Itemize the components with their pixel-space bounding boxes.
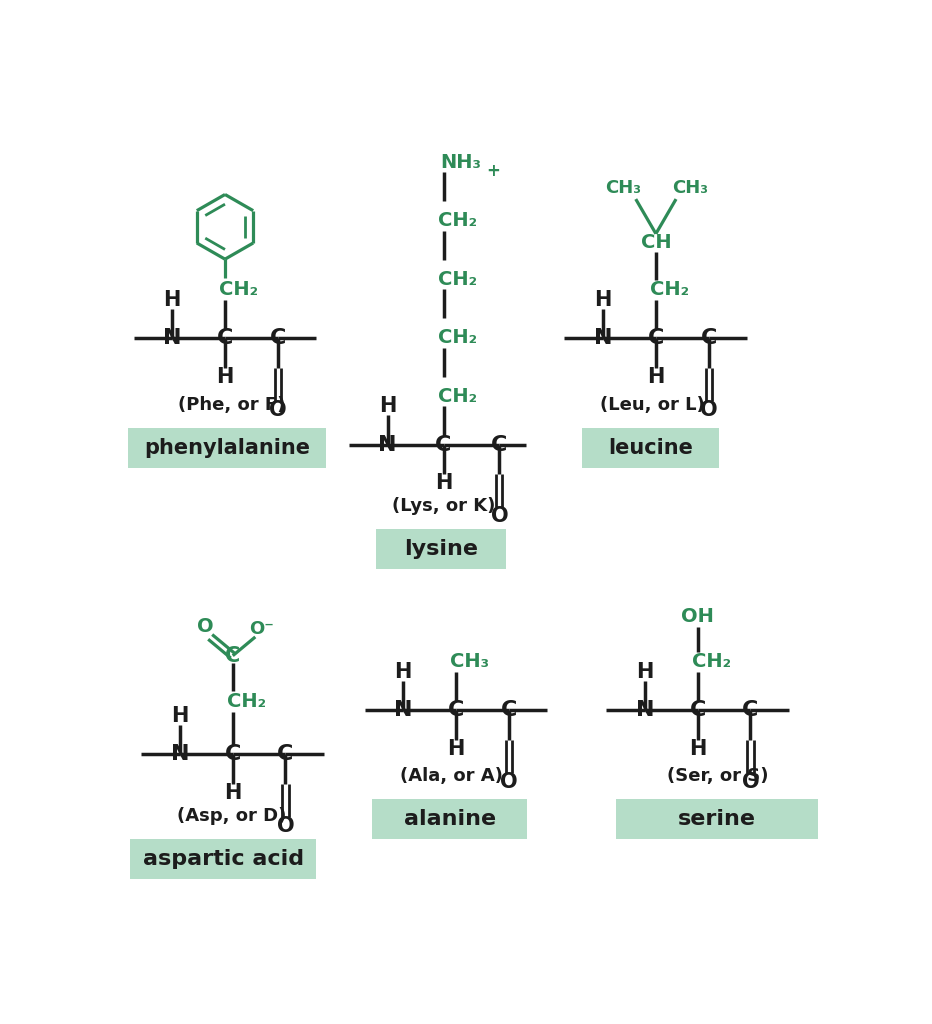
Text: CH₂: CH₂ <box>438 329 477 347</box>
Text: H: H <box>171 706 189 726</box>
Text: N: N <box>378 435 397 455</box>
Text: phenylalanine: phenylalanine <box>144 438 310 458</box>
Text: N: N <box>636 700 654 721</box>
Text: H: H <box>224 782 241 803</box>
Text: CH₂: CH₂ <box>651 281 690 299</box>
Text: C: C <box>500 700 517 721</box>
Text: (Ser, or S): (Ser, or S) <box>667 767 769 784</box>
Text: (Ala, or A): (Ala, or A) <box>400 767 502 784</box>
Text: lysine: lysine <box>404 540 478 559</box>
Text: OH: OH <box>681 607 714 626</box>
Text: serine: serine <box>678 809 756 829</box>
Text: (Lys, or K): (Lys, or K) <box>391 498 495 515</box>
Text: (Phe, or F): (Phe, or F) <box>177 395 285 414</box>
Text: H: H <box>379 396 396 416</box>
Text: CH₃: CH₃ <box>672 179 708 198</box>
Text: C: C <box>701 329 717 348</box>
Text: O⁻: O⁻ <box>249 621 274 638</box>
Text: H: H <box>216 367 234 387</box>
Text: (Asp, or D): (Asp, or D) <box>176 807 286 825</box>
Text: H: H <box>394 662 412 682</box>
Text: H: H <box>647 367 665 387</box>
FancyBboxPatch shape <box>582 428 720 468</box>
Text: H: H <box>637 662 653 682</box>
Text: C: C <box>648 329 665 348</box>
Text: N: N <box>394 700 413 721</box>
FancyBboxPatch shape <box>616 799 818 839</box>
Text: N: N <box>594 329 612 348</box>
Text: CH₂: CH₂ <box>227 692 267 712</box>
Text: N: N <box>163 329 182 348</box>
Text: H: H <box>435 473 452 494</box>
Text: O: O <box>700 400 718 420</box>
Text: CH: CH <box>640 233 671 253</box>
Text: H: H <box>447 739 465 759</box>
Text: H: H <box>595 290 612 310</box>
FancyBboxPatch shape <box>130 839 317 879</box>
Text: CH₂: CH₂ <box>438 269 477 289</box>
Text: CH₃: CH₃ <box>606 179 641 198</box>
FancyBboxPatch shape <box>372 799 528 839</box>
Text: C: C <box>269 329 286 348</box>
Text: C: C <box>447 700 464 721</box>
Text: O: O <box>490 506 508 526</box>
Text: NH₃: NH₃ <box>440 153 481 172</box>
Text: C: C <box>225 744 241 764</box>
Text: leucine: leucine <box>608 438 692 458</box>
Text: O: O <box>500 772 517 792</box>
Text: (Leu, or L): (Leu, or L) <box>600 395 706 414</box>
Text: O: O <box>277 816 295 836</box>
Text: N: N <box>171 744 189 764</box>
Text: C: C <box>217 329 233 348</box>
FancyBboxPatch shape <box>128 428 326 468</box>
Text: CH₂: CH₂ <box>219 281 258 299</box>
Text: O: O <box>269 400 286 420</box>
Text: aspartic acid: aspartic acid <box>143 849 304 869</box>
FancyBboxPatch shape <box>377 529 506 569</box>
Text: alanine: alanine <box>404 809 496 829</box>
Text: CH₂: CH₂ <box>692 652 732 672</box>
Text: C: C <box>435 435 452 455</box>
Text: CH₂: CH₂ <box>438 211 477 230</box>
Text: C: C <box>226 646 240 666</box>
Text: C: C <box>690 700 706 721</box>
Text: H: H <box>689 739 706 759</box>
Text: C: C <box>742 700 759 721</box>
Text: CH₃: CH₃ <box>450 652 489 672</box>
Text: C: C <box>491 435 508 455</box>
Text: +: + <box>487 162 500 179</box>
Text: H: H <box>164 290 181 310</box>
Text: O: O <box>742 772 760 792</box>
Text: O: O <box>198 616 213 636</box>
Text: CH₂: CH₂ <box>438 387 477 406</box>
Text: C: C <box>277 744 294 764</box>
